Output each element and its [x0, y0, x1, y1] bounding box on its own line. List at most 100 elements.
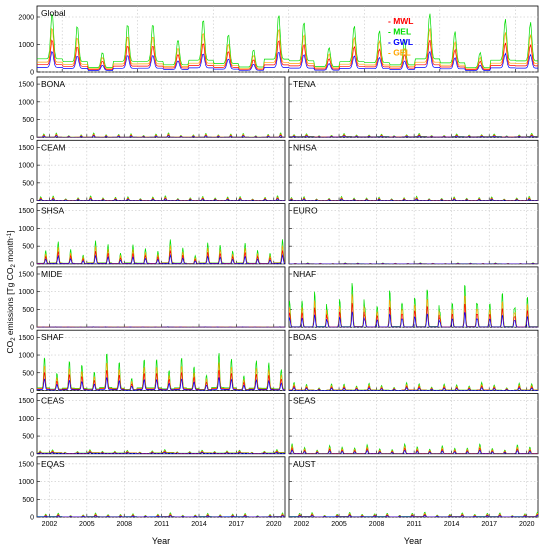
- panel-euro: EURO: [288, 203, 539, 265]
- series-line-mwl: [37, 369, 285, 391]
- legend-entry-gel: - GEL: [388, 48, 411, 58]
- panel-nhsa: NHSA: [288, 139, 539, 202]
- panel-tena: TENA: [288, 76, 539, 138]
- y-tick-label: 1500: [18, 335, 34, 342]
- y-tick-label: 1500: [18, 271, 34, 278]
- panel-frame: [288, 203, 539, 265]
- panel-frame: [288, 329, 539, 391]
- x-tick-label: 2002: [42, 521, 58, 528]
- y-tick-label: 0: [30, 451, 34, 458]
- x-tick-label: 2002: [294, 521, 310, 528]
- panel-frame: [288, 456, 539, 518]
- panel-mide: 0 500 1000 1500 MIDE: [18, 266, 286, 332]
- y-tick-label: 500: [22, 434, 34, 441]
- series-line-gel: [37, 27, 538, 70]
- series-line-mel: [37, 13, 538, 69]
- y-tick-label: 0: [30, 70, 34, 77]
- series-line-gwl: [37, 198, 285, 201]
- panel-title: EQAS: [41, 459, 65, 469]
- panel-global: 0 1000 2000 Global: [18, 5, 539, 77]
- x-tick-label: 2008: [369, 521, 385, 528]
- panel-frame: [36, 266, 286, 328]
- series-line-gwl: [289, 449, 538, 454]
- y-tick-label: 1000: [18, 416, 34, 423]
- x-tick-label: 2017: [229, 521, 245, 528]
- y-tick-label: 500: [22, 497, 34, 504]
- x-axis-label-right: Year: [404, 536, 422, 546]
- series-line-gwl: [289, 514, 538, 518]
- series-line-gwl: [289, 387, 538, 391]
- panel-title: BONA: [41, 79, 65, 89]
- x-tick-label: 2011: [407, 521, 422, 528]
- y-tick-label: 500: [22, 180, 34, 187]
- panel-title: NHAF: [293, 269, 316, 279]
- y-tick-label: 1000: [18, 353, 34, 360]
- panel-title: NHSA: [293, 142, 317, 152]
- panel-nhaf: NHAF: [288, 266, 539, 328]
- legend-entry-mwl: - MWL: [388, 16, 414, 26]
- panel-frame: [36, 76, 286, 138]
- panel-frame: [288, 393, 539, 455]
- panel-frame: [288, 76, 539, 138]
- panel-seas: SEAS: [288, 393, 539, 455]
- panel-eqas: 0 500 1000 1500 2002 2005 2008 2011 2014 2017 2020…: [18, 456, 286, 528]
- y-tick-label: 1000: [18, 99, 34, 106]
- series-line-gwl: [289, 198, 538, 201]
- x-tick-label: 2008: [116, 521, 132, 528]
- panel-title: AUST: [293, 459, 316, 469]
- panel-title: MIDE: [41, 269, 63, 279]
- y-tick-label: 0: [30, 198, 34, 205]
- panel-title: CEAS: [41, 396, 64, 406]
- legend-entry-gwl: - GWL: [388, 37, 413, 47]
- panel-aust: 2002 2005 2008 2011 2014 2017 2020 AUST: [288, 456, 539, 528]
- panel-title: CEAM: [41, 142, 66, 152]
- panel-ceas: 0 500 1000 1500 CEAS: [18, 393, 286, 458]
- axes-labels: Year Year CO2 emissions [Tg CO2 month-1]: [5, 230, 422, 546]
- x-tick-label: 2017: [481, 521, 497, 528]
- panel-shsa: 0 500 1000 1500 SHSA: [18, 203, 286, 268]
- panel-ceam: 0 500 1000 1500 CEAM: [18, 139, 286, 205]
- y-tick-label: 1500: [18, 461, 34, 468]
- x-tick-label: 2014: [444, 521, 460, 528]
- y-tick-label: 0: [30, 388, 34, 395]
- series-line-gwl: [37, 50, 538, 71]
- y-tick-label: 1000: [18, 479, 34, 486]
- y-tick-label: 0: [30, 261, 34, 268]
- series-line-gel: [37, 362, 285, 391]
- series-line-mwl: [37, 39, 538, 70]
- y-tick-label: 500: [22, 117, 34, 124]
- panel-title: SEAS: [293, 396, 316, 406]
- y-tick-label: 0: [30, 515, 34, 522]
- series-line-gwl: [37, 515, 285, 518]
- series-line-gwl: [37, 135, 285, 138]
- x-tick-label: 2014: [191, 521, 207, 528]
- y-tick-label: 1500: [18, 145, 34, 152]
- y-tick-label: 1500: [18, 208, 34, 215]
- series-line-gwl: [37, 451, 285, 454]
- panel-title: BOAS: [293, 332, 317, 342]
- x-tick-label: 2005: [79, 521, 95, 528]
- panel-shaf: 0 500 1000 1500 SHAF: [18, 329, 286, 395]
- panel-frame: [288, 139, 539, 202]
- panel-title: SHSA: [41, 206, 64, 216]
- panel-frame: [36, 393, 286, 455]
- x-tick-label: 2011: [154, 521, 169, 528]
- y-tick-label: 1500: [18, 398, 34, 405]
- y-tick-label: 1500: [18, 82, 34, 89]
- panel-title: EURO: [293, 206, 318, 216]
- panel-bona: 0 500 1000 1500 BONA: [18, 76, 286, 142]
- panel-title: SHAF: [41, 332, 64, 342]
- legend-entry-mel: - MEL: [388, 27, 411, 37]
- panel-frame: [36, 329, 286, 391]
- legend: - MWL- MEL- GWL- GEL: [388, 16, 414, 58]
- y-tick-label: 1000: [18, 226, 34, 233]
- y-tick-label: 500: [22, 307, 34, 314]
- x-tick-label: 2020: [519, 521, 535, 528]
- y-tick-label: 2000: [18, 15, 34, 22]
- y-tick-label: 1000: [18, 42, 34, 49]
- panels: 0 1000 2000 Global 0 500 1000 1500 BONA TENA 0 500 1…: [18, 5, 539, 528]
- x-tick-label: 2005: [331, 521, 347, 528]
- series-line-gwl: [289, 135, 538, 138]
- y-tick-label: 500: [22, 370, 34, 377]
